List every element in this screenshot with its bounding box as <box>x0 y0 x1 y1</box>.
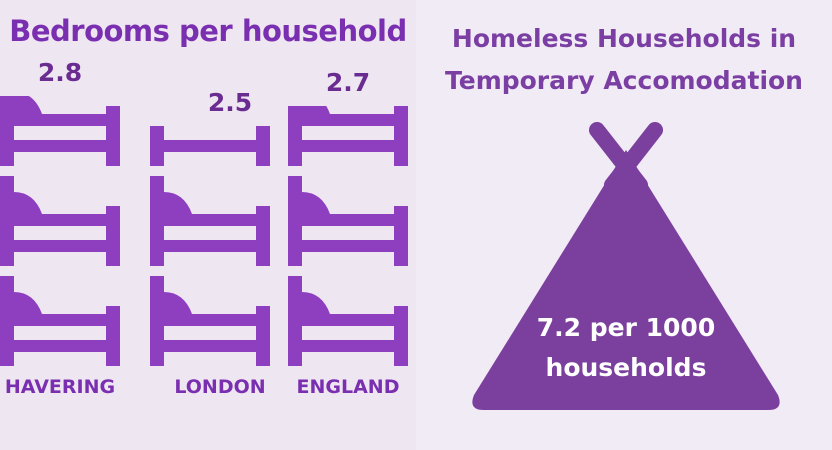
tent-pole <box>604 122 663 193</box>
bed <box>0 276 120 366</box>
bed-column <box>0 96 120 366</box>
tent <box>472 122 780 410</box>
chart-title: Homeless Households in Temporary Accomod… <box>445 24 803 95</box>
bed-part <box>14 192 42 214</box>
bed-part <box>14 114 106 126</box>
value-label: 2.8 <box>37 58 83 87</box>
bed-part <box>0 276 14 366</box>
bed-part <box>14 340 106 352</box>
bed-part <box>150 126 164 166</box>
bed-part <box>164 140 256 152</box>
bed-part <box>256 306 270 366</box>
bed <box>0 176 120 266</box>
bed <box>150 126 270 166</box>
tent-body <box>472 150 780 410</box>
bed <box>0 96 120 166</box>
bed-part <box>106 306 120 366</box>
bed-part <box>394 306 408 366</box>
tent-pole <box>589 122 648 193</box>
bed-part <box>302 314 394 326</box>
bed-part <box>14 314 106 326</box>
bed-part <box>14 240 106 252</box>
bed-part <box>164 214 256 226</box>
bed-part <box>302 240 394 252</box>
bed <box>150 276 270 366</box>
chart-title: Bedrooms per household <box>9 14 407 48</box>
bed-part <box>302 292 330 314</box>
bed-part <box>164 314 256 326</box>
category-label: ENGLAND <box>296 376 400 398</box>
bed-part <box>14 214 106 226</box>
bed-part <box>302 214 394 226</box>
category-label: LONDON <box>174 376 266 398</box>
bed-part <box>394 106 408 166</box>
bed-part <box>164 292 192 314</box>
bed-part <box>288 106 302 166</box>
bed-part <box>14 292 42 314</box>
bed-column <box>288 106 408 366</box>
value-label: 2.7 <box>325 68 371 97</box>
bed-part <box>288 176 302 266</box>
bed-column <box>150 126 270 366</box>
bed <box>288 276 408 366</box>
bed-part <box>14 96 42 114</box>
bed <box>150 176 270 266</box>
bed-part <box>288 276 302 366</box>
bed-part <box>14 140 106 152</box>
bed-part <box>150 276 164 366</box>
bed-part <box>164 192 192 214</box>
bed <box>288 176 408 266</box>
bed-part <box>394 206 408 266</box>
bed-part <box>164 240 256 252</box>
bed-part <box>0 176 14 266</box>
bed-part <box>302 106 330 114</box>
bed-part <box>302 340 394 352</box>
bed-part <box>106 106 120 166</box>
bed-part <box>256 206 270 266</box>
bed-part <box>164 340 256 352</box>
bed-part <box>302 140 394 152</box>
bed <box>288 106 408 166</box>
value-label: 7.2 per 1000 households <box>536 313 716 382</box>
category-label: HAVERING <box>4 376 116 398</box>
value-label: 2.5 <box>207 88 253 117</box>
bed-part <box>106 206 120 266</box>
bed-part <box>302 114 394 126</box>
bed-part <box>256 126 270 166</box>
bed-part <box>150 176 164 266</box>
bed-part <box>0 96 14 166</box>
bed-part <box>302 192 330 214</box>
